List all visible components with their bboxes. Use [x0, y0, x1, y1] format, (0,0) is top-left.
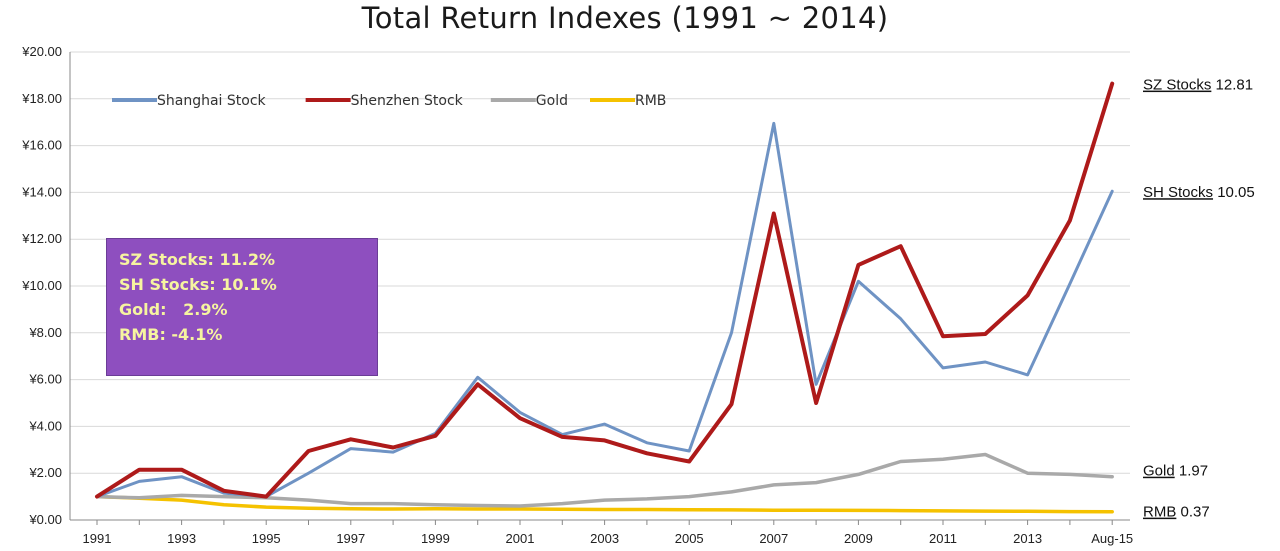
end-label: SZ Stocks 12.81 [1143, 77, 1253, 94]
y-tick-label: ¥18.00 [21, 91, 62, 106]
x-tick-label: 2013 [1013, 531, 1042, 546]
end-label-name: RMB [1143, 504, 1176, 521]
x-tick-label: 2011 [929, 531, 957, 546]
stat-line-rmb: RMB: -4.1% [119, 325, 223, 344]
stat-line-gold: Gold: 2.9% [119, 300, 228, 319]
cagr-annotation-box: SZ Stocks: 11.2% SH Stocks: 10.1% Gold: … [106, 238, 378, 376]
y-tick-label: ¥16.00 [21, 138, 62, 153]
x-tick-label: 1997 [336, 531, 365, 546]
x-tick-label: 2007 [759, 531, 788, 546]
series-line-shenzhen-stock [95, 81, 1115, 499]
y-tick-label: ¥14.00 [21, 184, 62, 199]
legend: Shanghai Stock Shenzhen Stock Gold RMB [112, 93, 666, 109]
end-label-value: 10.05 [1213, 184, 1255, 201]
x-tick-label: 2009 [844, 531, 873, 546]
x-tick-label: 1993 [167, 531, 196, 546]
legend-label: Shenzhen Stock [351, 93, 464, 109]
y-tick-label: ¥2.00 [28, 465, 62, 480]
x-tick-labels: 1991 1993 1995 1997 1999 2001 2003 2005 2007 2009… [83, 531, 1134, 546]
series-line-rmb [95, 494, 1114, 514]
end-label-name: SZ Stocks [1143, 77, 1211, 94]
end-label: SH Stocks 10.05 [1143, 184, 1255, 201]
end-labels: SZ Stocks 12.81 SH Stocks 10.05 Gold 1.97 R… [1143, 77, 1255, 521]
y-tick-label: ¥4.00 [28, 418, 62, 433]
y-tick-label: ¥12.00 [21, 231, 62, 246]
x-tick-label: 2001 [506, 531, 535, 546]
y-tick-label: ¥6.00 [28, 372, 62, 387]
y-tick-label: ¥20.00 [21, 44, 62, 59]
end-label-value: 12.81 [1211, 77, 1253, 94]
stat-line-sh: SH Stocks: 10.1% [119, 275, 277, 294]
end-label-value: 1.97 [1175, 463, 1208, 480]
legend-label: RMB [635, 93, 666, 109]
x-tick-label: 2003 [590, 531, 619, 546]
x-tick-label: Aug-15 [1091, 531, 1133, 546]
chart-title: Total Return Indexes (1991 ~ 2014) [361, 1, 889, 35]
y-tick-labels: ¥0.00 ¥2.00 ¥4.00 ¥6.00 ¥8.00 ¥10.00 ¥12.00 ¥14… [21, 44, 62, 527]
series-line-gold [95, 452, 1114, 508]
legend-label: Gold [536, 93, 568, 109]
x-tick-label: 1995 [252, 531, 281, 546]
end-label-value: 0.37 [1176, 504, 1209, 521]
series-lines [95, 81, 1115, 514]
y-tick-label: ¥10.00 [21, 278, 62, 293]
stat-line-sz: SZ Stocks: 11.2% [119, 250, 275, 269]
end-label: Gold 1.97 [1143, 463, 1208, 480]
y-tick-label: ¥0.00 [28, 512, 62, 527]
legend-label: Shanghai Stock [157, 93, 267, 109]
axes [69, 52, 1130, 525]
x-tick-label: 1991 [83, 531, 112, 546]
end-label-name: Gold [1143, 463, 1175, 480]
end-label-name: SH Stocks [1143, 184, 1213, 201]
end-label: RMB 0.37 [1143, 504, 1210, 521]
y-tick-label: ¥8.00 [28, 325, 62, 340]
x-tick-label: 1999 [421, 531, 450, 546]
x-tick-label: 2005 [675, 531, 704, 546]
